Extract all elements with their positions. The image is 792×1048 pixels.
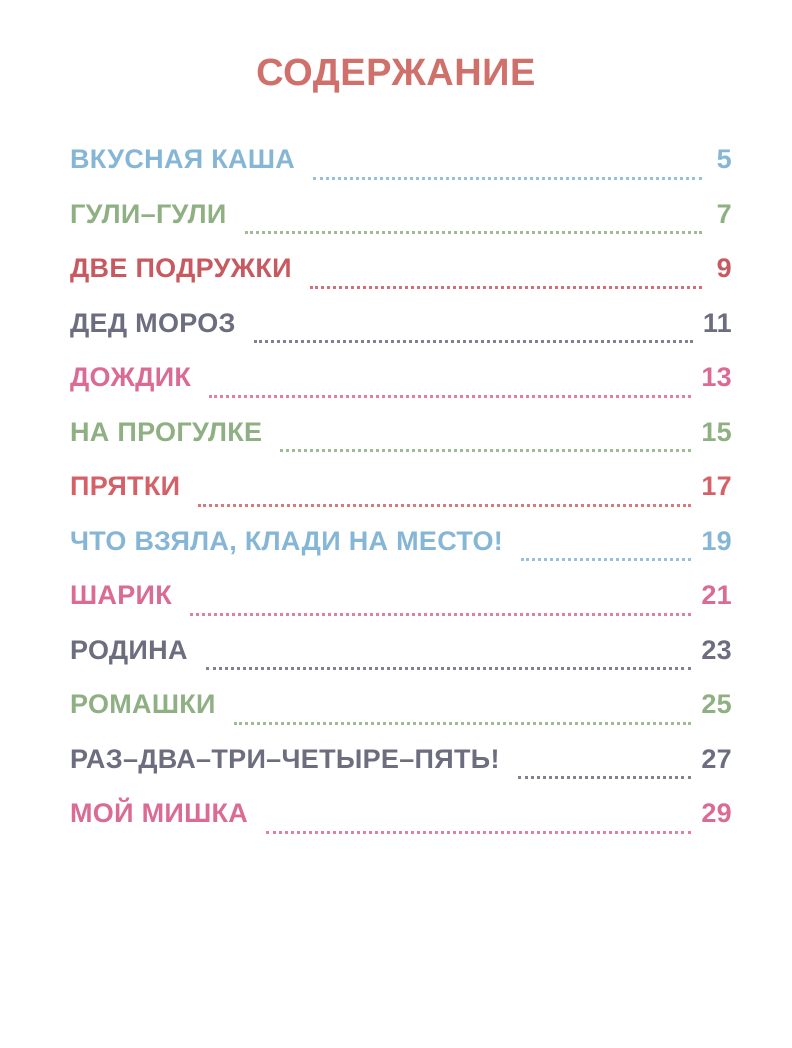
toc-entry[interactable]: ЧТО ВЗЯЛА, КЛАДИ НА МЕСТО! 19 — [70, 526, 732, 581]
toc-entry-page-number: 15 — [701, 416, 732, 447]
table-of-contents: ВКУСНАЯ КАША 5 ГУЛИ–ГУЛИ 7 ДВЕ ПОДРУЖКИ 9 ДЕД … — [70, 144, 732, 853]
dotted-leader — [244, 231, 702, 235]
toc-entry[interactable]: РАЗ–ДВА–ТРИ–ЧЕТЫРЕ–ПЯТЬ! 27 — [70, 744, 732, 799]
toc-entry[interactable]: МОЙ МИШКА 29 — [70, 798, 732, 853]
dotted-leader — [521, 558, 692, 562]
toc-entry[interactable]: ШАРИК 21 — [70, 580, 732, 635]
toc-entry-page-number: 27 — [701, 743, 732, 774]
toc-entry-title: ЧТО ВЗЯЛА, КЛАДИ НА МЕСТО! — [70, 525, 504, 556]
dotted-leader — [233, 721, 692, 725]
toc-entry-title: ДЕД МОРОЗ — [70, 307, 236, 338]
dotted-leader — [253, 340, 693, 344]
toc-entry-page-number: 25 — [701, 689, 732, 719]
toc-entry-page-number: 19 — [701, 525, 732, 556]
toc-entry-page-number: 21 — [701, 580, 732, 610]
toc-entry[interactable]: ВКУСНАЯ КАША 5 — [70, 144, 732, 199]
dotted-leader — [198, 503, 692, 507]
toc-entry[interactable]: НА ПРОГУЛКЕ 15 — [70, 417, 732, 472]
dotted-leader — [266, 830, 692, 834]
dotted-leader — [280, 449, 692, 453]
toc-entry[interactable]: РОДИНА 23 — [70, 635, 732, 690]
dotted-leader — [209, 394, 692, 398]
toc-entry-title: ШАРИК — [70, 580, 173, 610]
toc-entry[interactable]: ПРЯТКИ 17 — [70, 471, 732, 526]
toc-entry-page-number: 9 — [716, 253, 732, 283]
toc-entry-title: РОДИНА — [70, 634, 188, 665]
toc-entry[interactable]: РОМАШКИ 25 — [70, 689, 732, 744]
toc-entry-title: ВКУСНАЯ КАША — [70, 144, 296, 174]
toc-entry-title: МОЙ МИШКА — [70, 798, 249, 828]
toc-entry-page-number: 5 — [716, 144, 732, 174]
toc-entry-title: ГУЛИ–ГУЛИ — [70, 198, 227, 229]
dotted-leader — [205, 667, 692, 671]
toc-entry-title: ДОЖДИК — [70, 362, 192, 392]
toc-entry-page-number: 29 — [701, 798, 732, 828]
dotted-leader — [313, 176, 702, 180]
toc-entry[interactable]: ДОЖДИК 13 — [70, 362, 732, 417]
toc-entry-title: НА ПРОГУЛКЕ — [70, 416, 263, 447]
toc-entry[interactable]: ДЕД МОРОЗ 11 — [70, 308, 732, 363]
toc-entry-page-number: 7 — [716, 198, 732, 229]
toc-entry-title: ДВЕ ПОДРУЖКИ — [70, 253, 292, 283]
toc-entry-page-number: 13 — [701, 362, 732, 392]
dotted-leader — [190, 612, 692, 616]
toc-entry-title: ПРЯТКИ — [70, 471, 181, 501]
toc-entry[interactable]: ГУЛИ–ГУЛИ 7 — [70, 199, 732, 254]
toc-entry-page-number: 23 — [701, 634, 732, 665]
toc-entry[interactable]: ДВЕ ПОДРУЖКИ 9 — [70, 253, 732, 308]
page-title: СОДЕРЖАНИЕ — [256, 52, 536, 94]
toc-entry-page-number: 17 — [701, 471, 732, 501]
toc-entry-title: РАЗ–ДВА–ТРИ–ЧЕТЫРЕ–ПЯТЬ! — [70, 743, 500, 774]
toc-entry-page-number: 11 — [702, 307, 732, 338]
dotted-leader — [309, 285, 702, 289]
dotted-leader — [517, 776, 692, 780]
toc-entry-title: РОМАШКИ — [70, 689, 216, 719]
